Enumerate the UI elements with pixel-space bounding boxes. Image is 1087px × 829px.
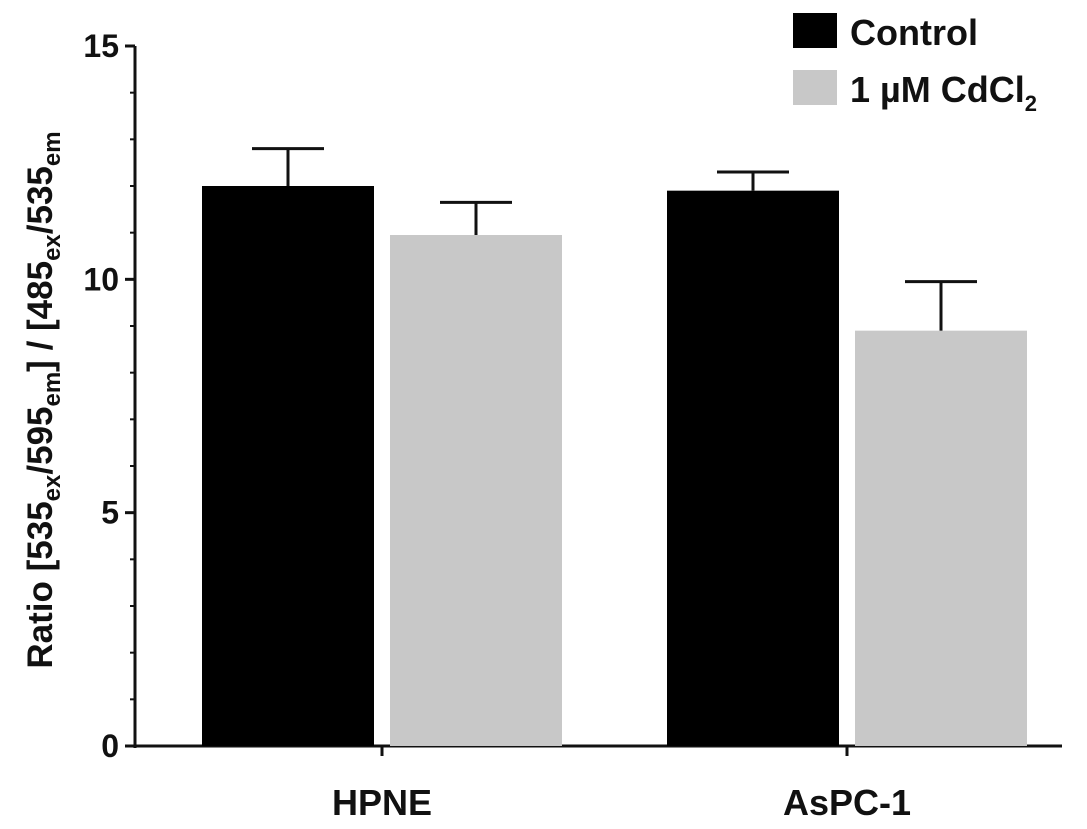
y-tick-label: 10	[83, 261, 119, 297]
y-tick-label: 5	[101, 495, 119, 531]
y-tick-label: 0	[101, 728, 119, 764]
legend-label-cdcl2-main: 1 µM CdCl	[850, 69, 1025, 110]
y-axis-label-sub: em	[39, 131, 66, 166]
x-categories: HPNE AsPC-1	[332, 746, 911, 823]
bars	[202, 186, 1027, 746]
legend: Control 1 µM CdCl2	[793, 12, 1037, 116]
legend-swatch-control	[793, 13, 837, 48]
y-ticks: 0 5 10 15	[83, 28, 135, 764]
error-bars	[252, 147, 977, 331]
legend-label-control: Control	[850, 12, 978, 53]
y-axis-label-sub: ex	[39, 474, 66, 501]
legend-label-cdcl2: 1 µM CdCl2	[850, 69, 1037, 116]
bar-aspc-1-cdcl2	[855, 330, 1027, 746]
x-category-label: HPNE	[332, 782, 432, 823]
y-axis-label: Ratio [535ex/595em] / [485ex/535em	[21, 131, 66, 668]
bar-hpne-control	[202, 186, 374, 746]
y-axis-label-part: /535	[21, 166, 60, 234]
y-axis-label-part: /595	[21, 406, 60, 474]
x-category-label: AsPC-1	[783, 782, 911, 823]
legend-label-cdcl2-sub: 2	[1025, 91, 1037, 116]
bar-hpne-cdcl2	[390, 235, 562, 746]
y-axis-label-sub: em	[39, 372, 66, 407]
legend-swatch-cdcl2	[793, 70, 837, 105]
y-axis-label-part: Ratio [535	[21, 501, 60, 668]
bar-aspc-1-control	[667, 190, 839, 746]
y-tick-label: 15	[83, 28, 119, 64]
y-axis-label-sub: ex	[39, 234, 66, 261]
y-axis-label-part: ] / [485	[21, 261, 60, 372]
